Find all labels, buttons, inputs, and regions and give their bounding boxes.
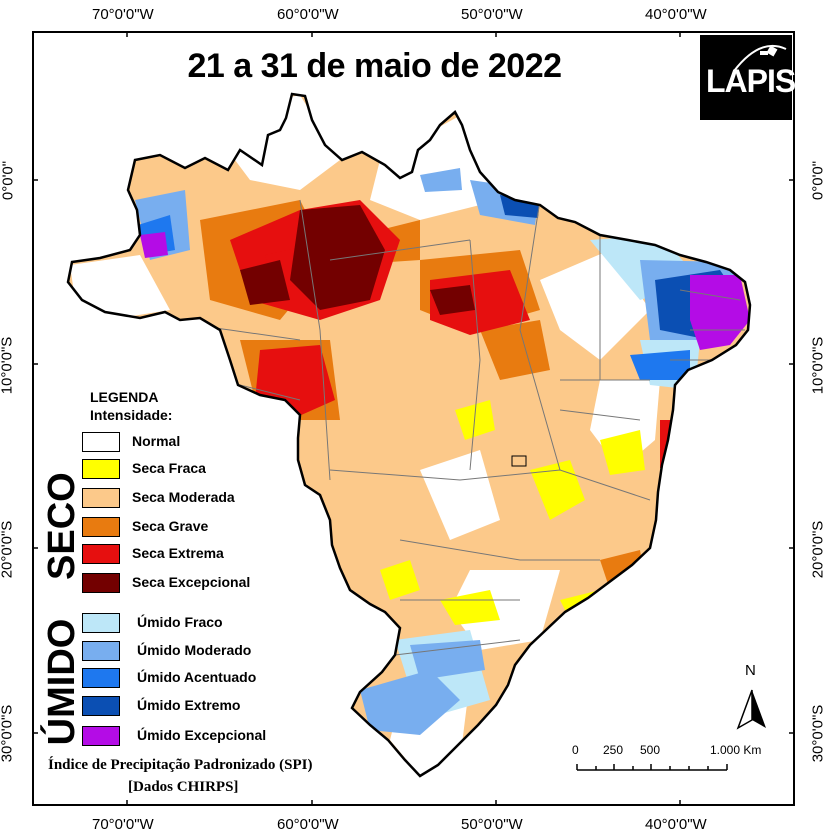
legend-swatch [82,613,120,633]
legend-label: Úmido Fraco [137,614,223,630]
legend-heading: LEGENDA [90,389,159,405]
legend-subheading: Intensidade: [90,407,173,423]
legend-swatch [82,696,120,716]
legend-swatch [82,726,120,746]
legend-label: Úmido Excepcional [137,727,267,743]
legend-swatch [82,641,120,661]
lon-label-top-50w: 50°0'0"W [461,6,523,23]
legend-label: Úmido Acentuado [137,669,257,685]
lon-label-bottom-70w: 70°0'0"W [92,816,154,833]
lon-label-top-40w: 40°0'0"W [645,6,707,23]
state-borders [139,199,745,656]
scale-label-0: 0 [572,743,579,757]
legend-swatch [82,459,120,479]
legend-swatch [82,544,120,564]
source-line-1: Índice de Precipitação Padronizado (SPI) [48,757,313,773]
scale-label-1000km: 1.000 Km [710,743,762,757]
legend-swatch [82,668,120,688]
legend-label: Seca Extrema [132,545,224,561]
wet-group-label: ÚMIDO [41,618,83,746]
legend-label: Seca Moderada [132,489,235,505]
lapis-logo-text: LAPIS [706,63,796,99]
legend-label: Seca Excepcional [132,574,251,590]
satellite-icon [733,44,787,72]
scale-bar [576,764,728,771]
scale-label-500: 500 [640,743,661,757]
legend-label: Normal [132,433,181,449]
frame-ticks [32,31,795,806]
lon-label-top-70w: 70°0'0"W [92,6,154,23]
legend-label: Úmido Moderado [137,642,252,658]
source-line-2: [Dados CHIRPS] [128,779,239,795]
map-title: 21 a 31 de maio de 2022 [187,47,562,85]
lon-label-top-60w: 60°0'0"W [277,6,339,23]
legend-label: Seca Fraca [132,460,206,476]
lon-label-bottom-50w: 50°0'0"W [461,816,523,833]
legend-label: Úmido Extremo [137,697,241,713]
lon-label-bottom-40w: 40°0'0"W [645,816,707,833]
legend-swatch [82,517,120,537]
scale-label-250: 250 [603,743,624,757]
legend-swatch [82,573,120,593]
lapis-logo: LAPIS [700,35,796,120]
legend-label: Seca Grave [132,518,209,534]
legend-swatch [82,432,120,452]
dry-group-label: SECO [41,472,83,580]
legend-swatch [82,488,120,508]
north-arrow [736,689,766,730]
north-label: N [745,662,756,679]
lon-label-bottom-60w: 60°0'0"W [277,816,339,833]
